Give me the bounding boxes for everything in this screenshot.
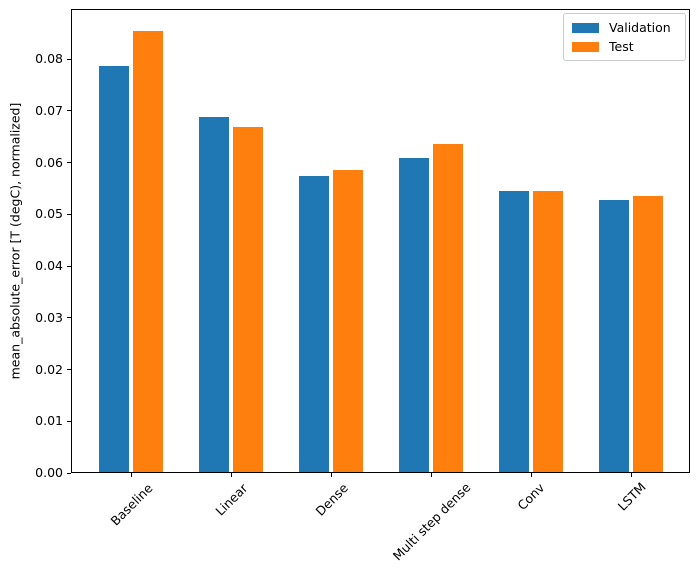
bar-validation-5 (599, 200, 629, 473)
y-axis-tick (67, 58, 71, 60)
legend-swatch-validation (572, 22, 599, 33)
bar-test-3 (433, 144, 463, 473)
bar-test-4 (533, 191, 563, 473)
bar-validation-0 (99, 66, 129, 473)
bar-test-2 (333, 170, 363, 473)
x-axis-tick (130, 473, 132, 477)
y-axis-tick-label: 0.03 (35, 309, 63, 325)
legend-label: Test (609, 39, 634, 54)
bar-test-1 (233, 127, 263, 473)
x-axis-tick (430, 473, 432, 477)
plot-area (71, 9, 690, 473)
y-axis-tick-label: 0.06 (35, 154, 63, 170)
legend-label: Validation (609, 20, 671, 35)
legend-item-test: Test (572, 37, 671, 56)
y-axis-tick (67, 472, 71, 474)
y-axis-tick-label: 0.05 (35, 206, 63, 222)
y-axis-tick (67, 317, 71, 319)
y-axis-tick-label: 0.01 (35, 413, 63, 429)
y-axis-tick-label: 0.00 (35, 465, 63, 480)
y-axis-tick-label: 0.08 (35, 51, 63, 67)
x-axis-tick (230, 473, 232, 477)
y-axis-tick (67, 110, 71, 112)
y-axis-tick-label: 0.04 (35, 258, 63, 274)
x-axis-tick (530, 473, 532, 477)
x-axis-tick (330, 473, 332, 477)
legend: Validation Test (563, 13, 686, 61)
y-axis-tick-label: 0.07 (35, 102, 63, 118)
y-axis-tick-label: 0.02 (35, 361, 63, 377)
bar-validation-2 (299, 176, 329, 473)
y-axis-tick (67, 265, 71, 267)
bar-validation-1 (199, 117, 229, 473)
legend-swatch-test (572, 41, 599, 52)
y-axis-tick (67, 369, 71, 371)
x-axis-tick (630, 473, 632, 477)
bar-test-0 (133, 31, 163, 473)
y-axis-tick (67, 162, 71, 164)
bar-test-5 (633, 195, 663, 473)
y-axis-tick (67, 420, 71, 422)
bar-validation-3 (399, 157, 429, 473)
y-axis-tick (67, 213, 71, 215)
bar-validation-4 (499, 190, 529, 473)
legend-item-validation: Validation (572, 18, 671, 37)
